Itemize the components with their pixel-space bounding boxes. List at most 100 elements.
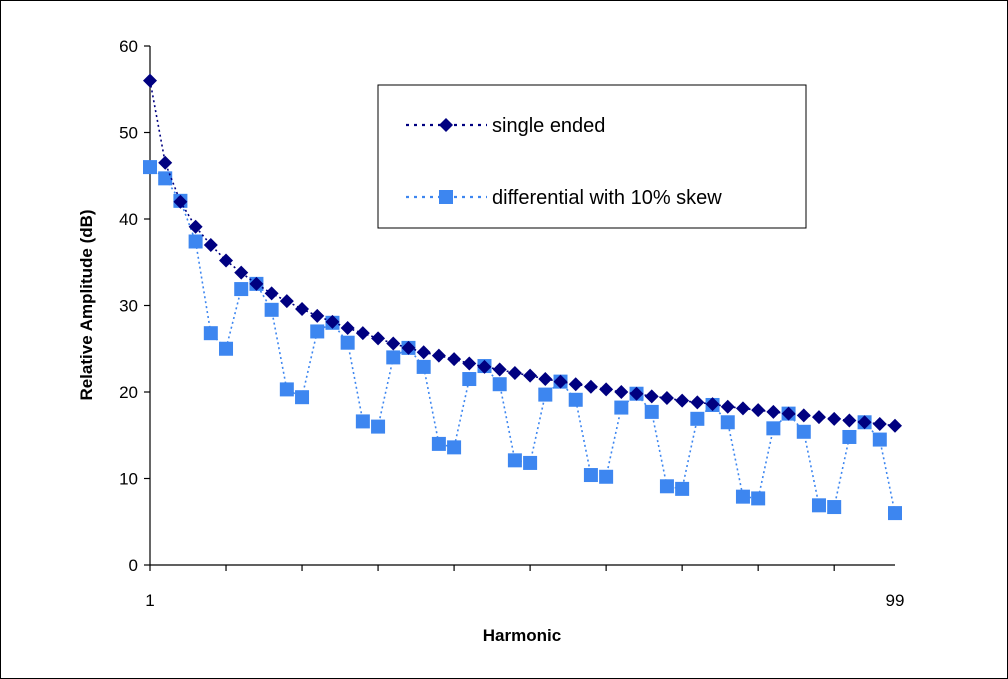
data-point	[538, 372, 553, 387]
data-point	[705, 397, 720, 412]
legend-label-differential: differential with 10% skew	[492, 187, 722, 209]
data-point	[629, 386, 644, 401]
data-point	[735, 401, 750, 416]
legend-label-single-ended: single ended	[492, 115, 605, 137]
data-point	[416, 345, 431, 360]
data-point	[872, 432, 887, 447]
data-point	[416, 359, 431, 374]
y-tick-label: 20	[119, 383, 138, 402]
data-point	[431, 436, 446, 451]
data-point	[401, 340, 416, 355]
x-axis-ticks: 1 99	[145, 565, 904, 610]
data-point	[888, 506, 902, 521]
x-axis-title: Harmonic	[483, 626, 561, 645]
y-tick-label: 30	[119, 297, 138, 316]
data-point	[523, 455, 538, 470]
data-point	[599, 469, 614, 484]
data-point	[462, 356, 477, 371]
data-point	[447, 440, 462, 455]
data-point	[735, 489, 750, 504]
data-point	[279, 294, 294, 309]
data-point	[188, 234, 203, 249]
data-point	[644, 404, 659, 419]
data-point	[507, 365, 522, 380]
data-point	[310, 324, 325, 339]
data-point	[295, 301, 310, 316]
data-point	[842, 413, 857, 428]
x-tick-label: 99	[886, 591, 905, 610]
data-point	[203, 326, 218, 341]
data-point	[751, 403, 766, 418]
data-point	[599, 382, 614, 397]
data-point	[523, 368, 538, 383]
data-point	[857, 415, 872, 430]
data-point	[386, 336, 401, 351]
data-point	[143, 160, 157, 175]
data-point	[219, 253, 234, 268]
data-point	[173, 194, 188, 209]
series-single-ended	[143, 73, 902, 433]
data-point	[371, 419, 386, 434]
data-point	[614, 400, 629, 415]
data-point	[249, 276, 264, 291]
data-point	[811, 498, 826, 513]
data-point	[477, 359, 492, 374]
data-point	[720, 415, 735, 430]
data-point	[158, 171, 173, 186]
y-tick-label: 40	[119, 210, 138, 229]
y-axis-title: Relative Amplitude (dB)	[77, 209, 96, 400]
data-point	[796, 408, 811, 423]
data-point	[659, 391, 674, 406]
data-point	[386, 350, 401, 365]
data-point	[447, 352, 462, 367]
data-point	[827, 411, 842, 426]
data-point	[264, 286, 279, 301]
data-point	[203, 237, 218, 252]
data-point	[295, 390, 310, 405]
data-point	[675, 481, 690, 496]
data-point	[462, 372, 477, 387]
data-point	[143, 73, 157, 88]
data-point	[766, 421, 781, 436]
data-point	[492, 377, 507, 392]
data-point	[158, 155, 173, 170]
data-point	[219, 341, 234, 356]
series-line	[149, 166, 896, 514]
data-point	[431, 348, 446, 363]
series-layer	[143, 73, 902, 521]
data-point	[355, 414, 370, 429]
data-point	[234, 282, 249, 297]
data-point	[538, 387, 553, 402]
series-line	[149, 80, 896, 427]
data-point	[507, 453, 522, 468]
data-point	[340, 335, 355, 350]
data-point	[583, 379, 598, 394]
y-tick-label: 60	[119, 37, 138, 56]
data-point	[325, 314, 340, 329]
data-point	[796, 424, 811, 439]
data-point	[888, 418, 902, 433]
legend-marker-differential	[439, 190, 453, 204]
data-point	[234, 265, 249, 280]
data-point	[766, 404, 781, 419]
data-point	[781, 406, 796, 421]
data-point	[264, 302, 279, 317]
y-tick-label: 10	[119, 470, 138, 489]
data-point	[644, 389, 659, 404]
x-tick-label: 1	[145, 591, 154, 610]
data-point	[340, 320, 355, 335]
data-point	[614, 385, 629, 399]
data-point	[568, 392, 583, 407]
data-point	[675, 393, 690, 408]
data-point	[842, 429, 857, 444]
data-point	[827, 500, 842, 515]
data-point	[583, 468, 598, 483]
data-point	[492, 362, 507, 377]
data-point	[690, 411, 705, 426]
y-tick-label: 50	[119, 124, 138, 143]
data-point	[751, 491, 766, 506]
legend-box	[377, 84, 807, 229]
data-point	[720, 399, 735, 414]
y-axis-ticks: 0 10 20 30 40 50 60	[119, 37, 150, 575]
